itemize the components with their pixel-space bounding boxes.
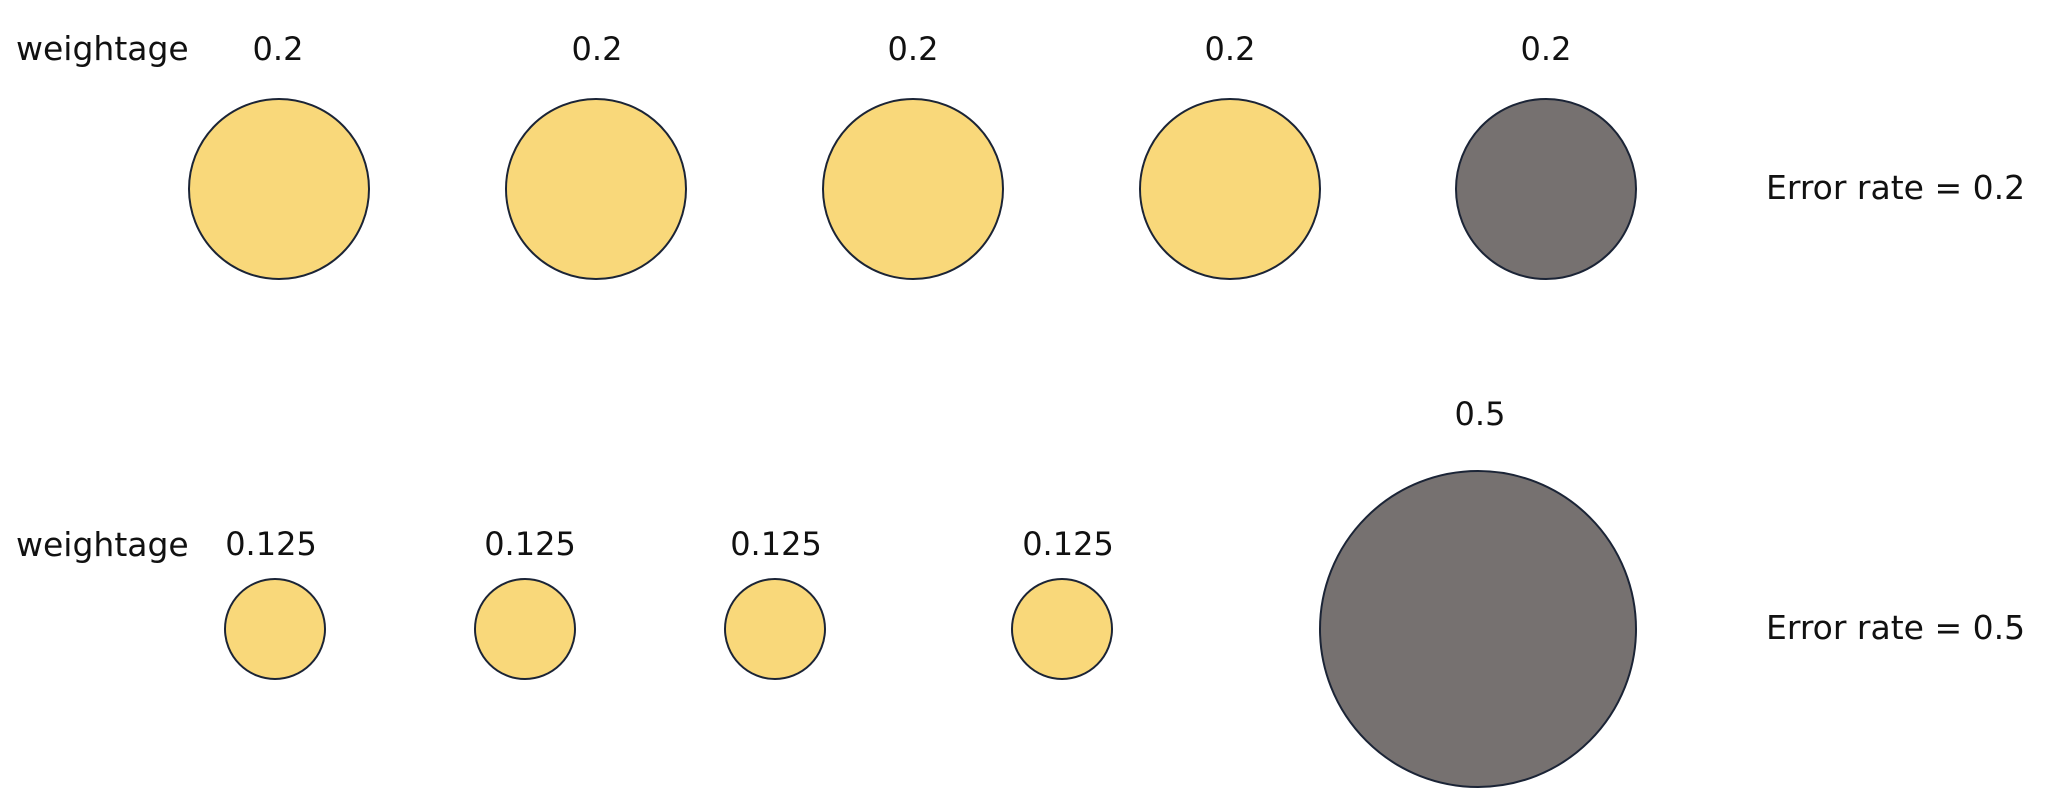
row-1-circle-3 (822, 98, 1004, 280)
row-2-weight-label-4: 0.125 (1022, 525, 1114, 563)
row-1-weight-label-3: 0.2 (888, 30, 939, 68)
row-2-weightage-label: weightage (16, 525, 189, 564)
row-2-circle-5 (1319, 470, 1637, 788)
row-1-weight-label-5: 0.2 (1521, 30, 1572, 68)
row-2-circle-1 (224, 578, 326, 680)
row-1-weightage-label: weightage (16, 29, 189, 68)
row-1-circle-1 (188, 98, 370, 280)
row-1-circle-5 (1455, 98, 1637, 280)
row-1: weightage 0.2 0.2 0.2 0.2 0.2 Error rate… (16, 29, 2025, 280)
row-2-circle-4 (1011, 578, 1113, 680)
row-2-weight-label-3: 0.125 (730, 525, 822, 563)
row-1-weight-label-4: 0.2 (1205, 30, 1256, 68)
row-1-weight-label-1: 0.2 (253, 30, 304, 68)
row-1-circle-2 (505, 98, 687, 280)
row-2-weight-label-2: 0.125 (484, 525, 576, 563)
row-2-weight-label-1: 0.125 (225, 525, 317, 563)
row-1-error-rate: Error rate = 0.2 (1766, 168, 2025, 207)
row-2-error-rate: Error rate = 0.5 (1766, 608, 2025, 647)
row-2-circle-2 (474, 578, 576, 680)
row-1-circle-4 (1139, 98, 1321, 280)
row-2-circle-3 (724, 578, 826, 680)
row-1-weight-label-2: 0.2 (572, 30, 623, 68)
row-2: weightage 0.125 0.125 0.125 0.125 0.5 Er… (16, 395, 2025, 788)
row-2-weight-label-5: 0.5 (1455, 395, 1506, 433)
